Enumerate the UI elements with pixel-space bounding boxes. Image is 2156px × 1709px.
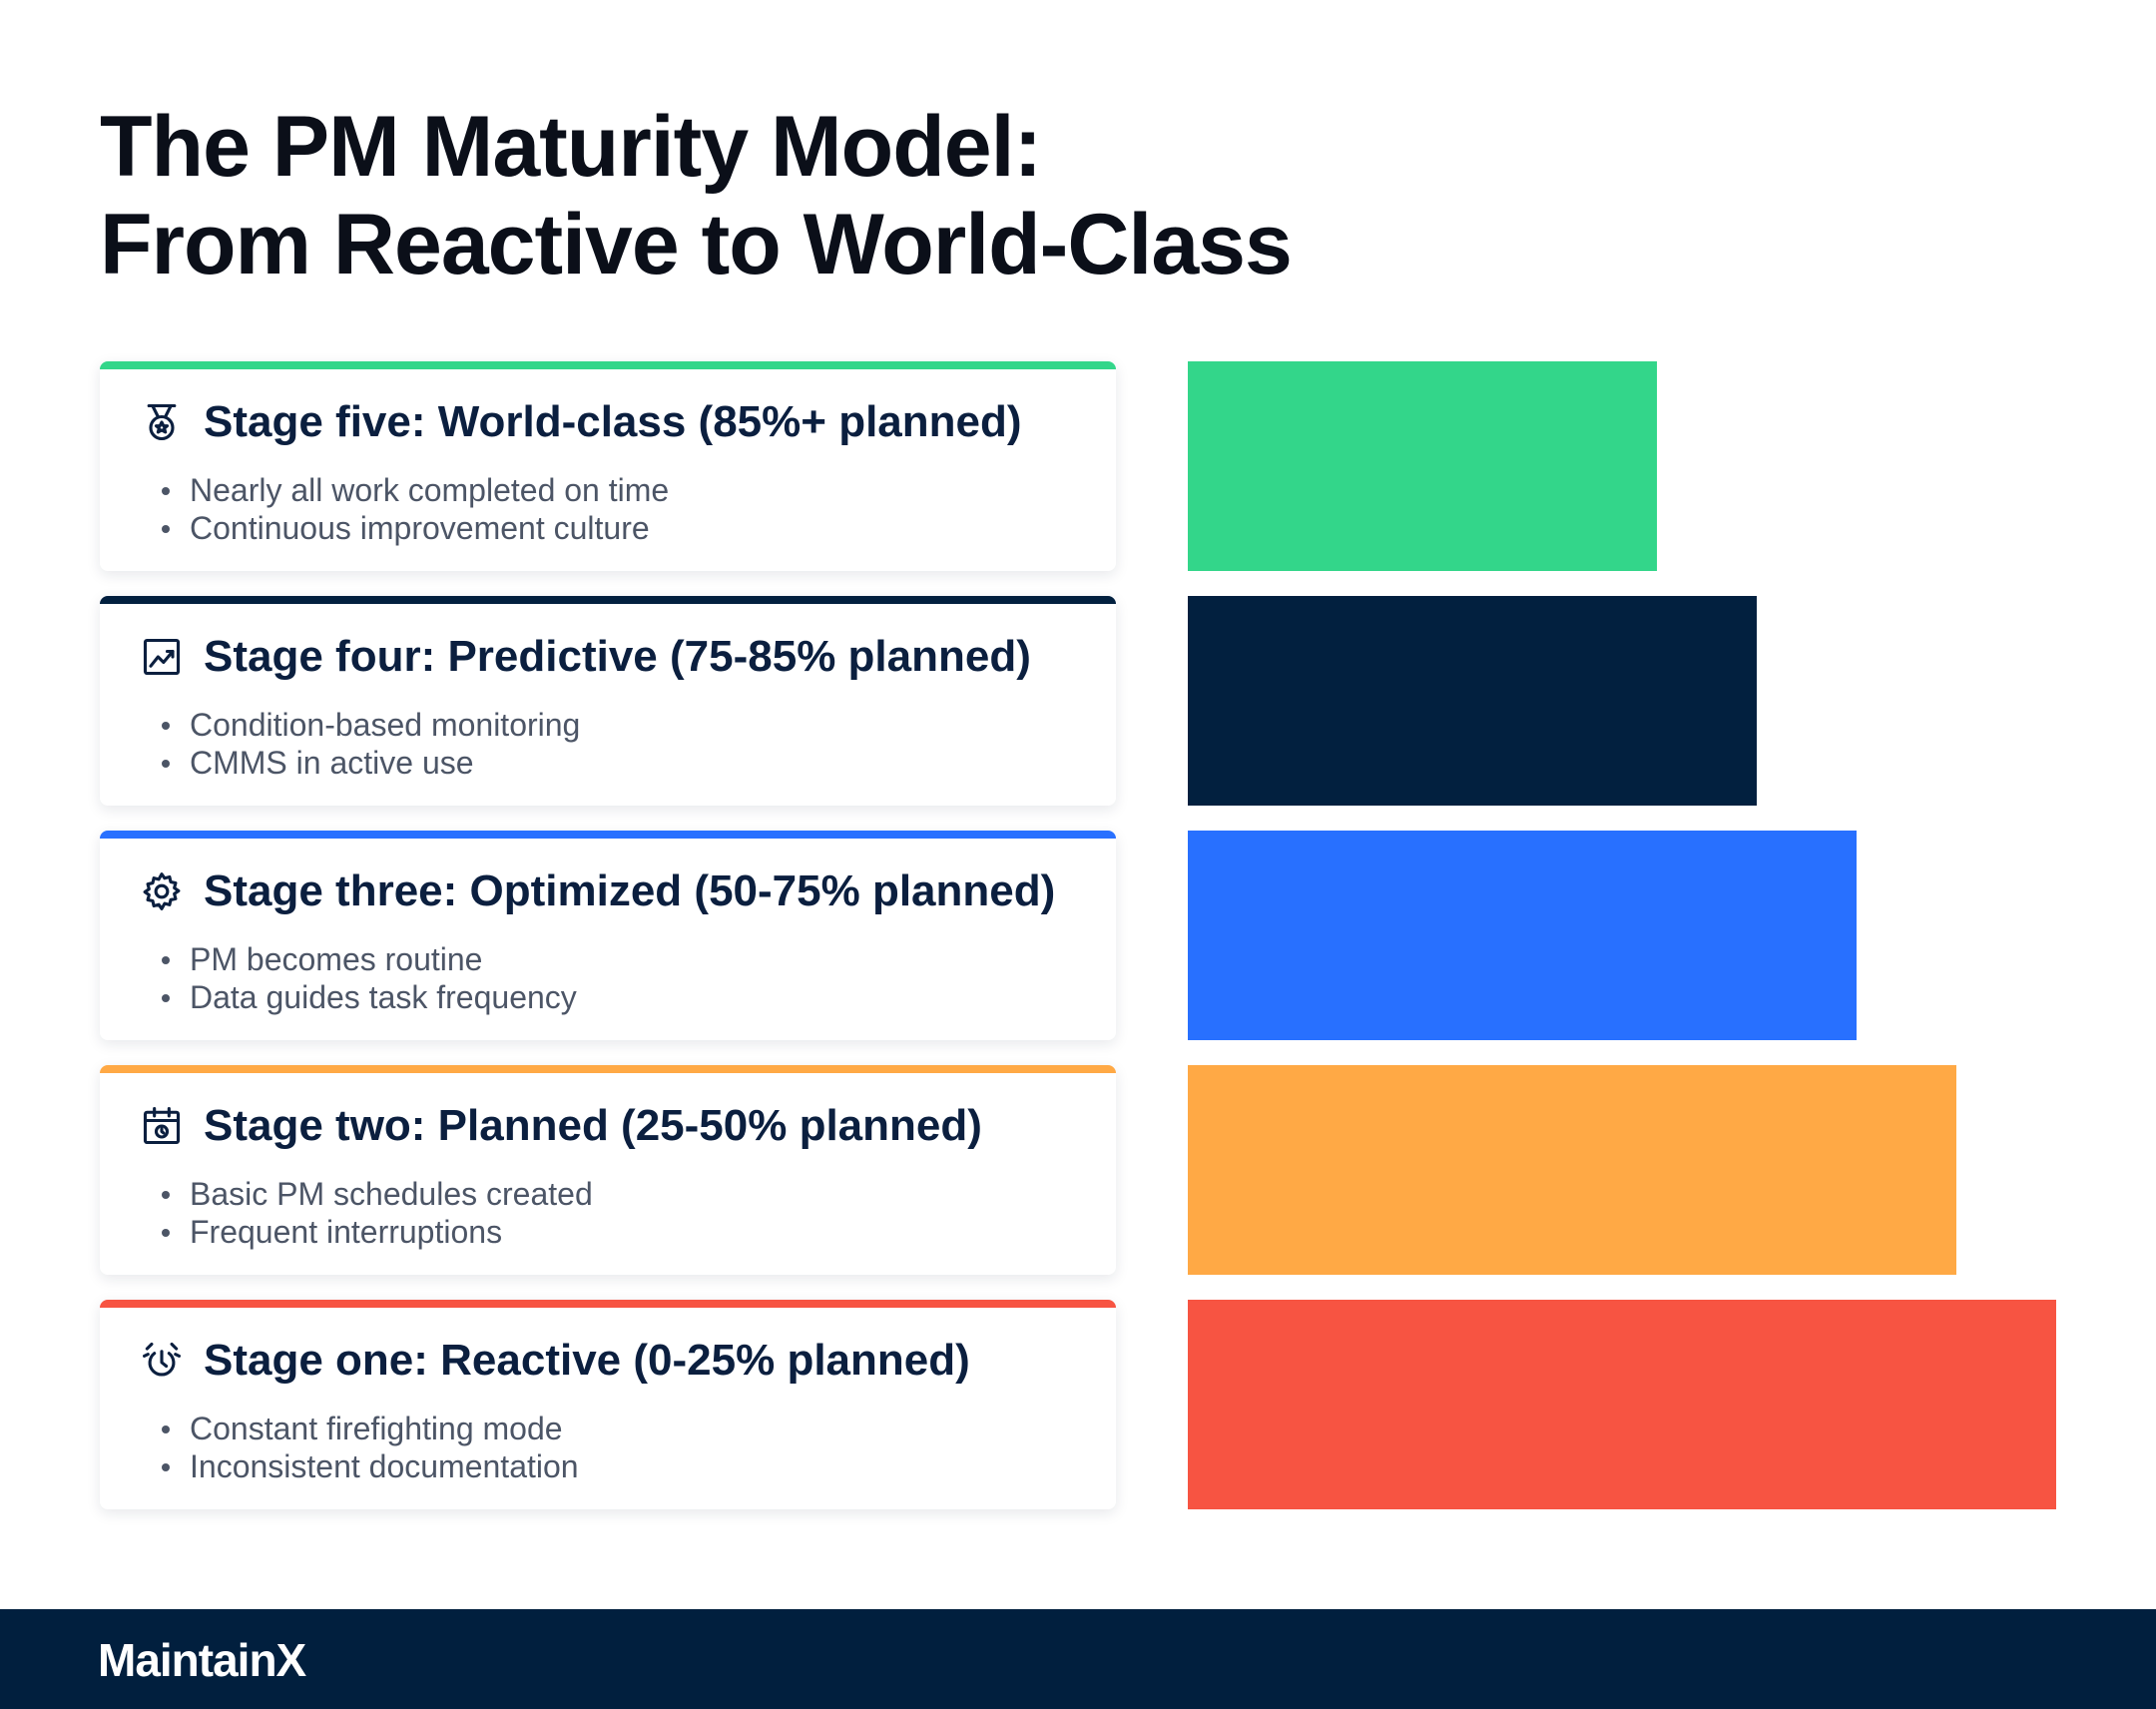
bullet-item: Data guides task frequency: [162, 979, 577, 1015]
stage-card-one: Stage one: Reactive (0-25% planned) Cons…: [100, 1300, 1116, 1509]
bullet-item: CMMS in active use: [161, 744, 580, 782]
stage-bullets: Nearly all work completed on time Contin…: [161, 471, 670, 547]
medal-icon: [140, 400, 184, 444]
bullet-item: Basic PM schedules created: [162, 1176, 593, 1212]
stage-bullets: Basic PM schedules created Frequent inte…: [162, 1175, 593, 1251]
stage-card-four: Stage four: Predictive (75-85% planned) …: [100, 596, 1116, 806]
stage-title: Stage four: Predictive (75-85% planned): [204, 632, 1031, 681]
bullet-item: Inconsistent documentation: [162, 1448, 579, 1484]
alarm-icon: [140, 1339, 184, 1383]
calendar-icon: [140, 1104, 184, 1148]
footer: MaintainX: [0, 1609, 2156, 1709]
stage-card-three: Stage three: Optimized (50-75% planned) …: [100, 831, 1116, 1040]
bullet-item: Nearly all work completed on time: [161, 472, 670, 508]
stage-bar-five: [1188, 361, 1657, 571]
page-title: The PM Maturity Model: From Reactive to …: [100, 98, 1293, 293]
gear-icon: [140, 869, 184, 913]
chart-icon: [140, 635, 184, 679]
stage-title: Stage five: World-class (85%+ planned): [204, 397, 1022, 446]
brand-logo: MaintainX: [98, 1634, 306, 1686]
stage-title: Stage two: Planned (25-50% planned): [204, 1101, 982, 1150]
stage-bar-two: [1188, 1065, 1956, 1275]
title-line-1: The PM Maturity Model:: [100, 99, 1042, 195]
stage-bullets: Condition-based monitoring CMMS in activ…: [161, 706, 581, 782]
stage-bar-three: [1188, 831, 1857, 1040]
stage-card-two: Stage two: Planned (25-50% planned) Basi…: [100, 1065, 1116, 1275]
stage-bar-one: [1188, 1300, 2056, 1509]
stage-title: Stage three: Optimized (50-75% planned): [204, 866, 1056, 915]
bullet-item: PM becomes routine: [162, 940, 577, 978]
stage-bar-four: [1188, 596, 1757, 806]
bullet-item: Continuous improvement culture: [161, 509, 669, 547]
maturity-stages: Stage five: World-class (85%+ planned) N…: [100, 361, 2056, 1509]
stage-title: Stage one: Reactive (0-25% planned): [204, 1336, 970, 1385]
stage-card-five: Stage five: World-class (85%+ planned) N…: [100, 361, 1116, 571]
stage-bullets: Constant firefighting mode Inconsistent …: [162, 1410, 579, 1485]
stage-bullets: PM becomes routine Data guides task freq…: [162, 940, 577, 1016]
title-line-2: From Reactive to World-Class: [100, 197, 1293, 292]
bullet-item: Condition-based monitoring: [161, 707, 581, 743]
bullet-item: Frequent interruptions: [162, 1213, 593, 1251]
bullet-item: Constant firefighting mode: [162, 1410, 579, 1447]
